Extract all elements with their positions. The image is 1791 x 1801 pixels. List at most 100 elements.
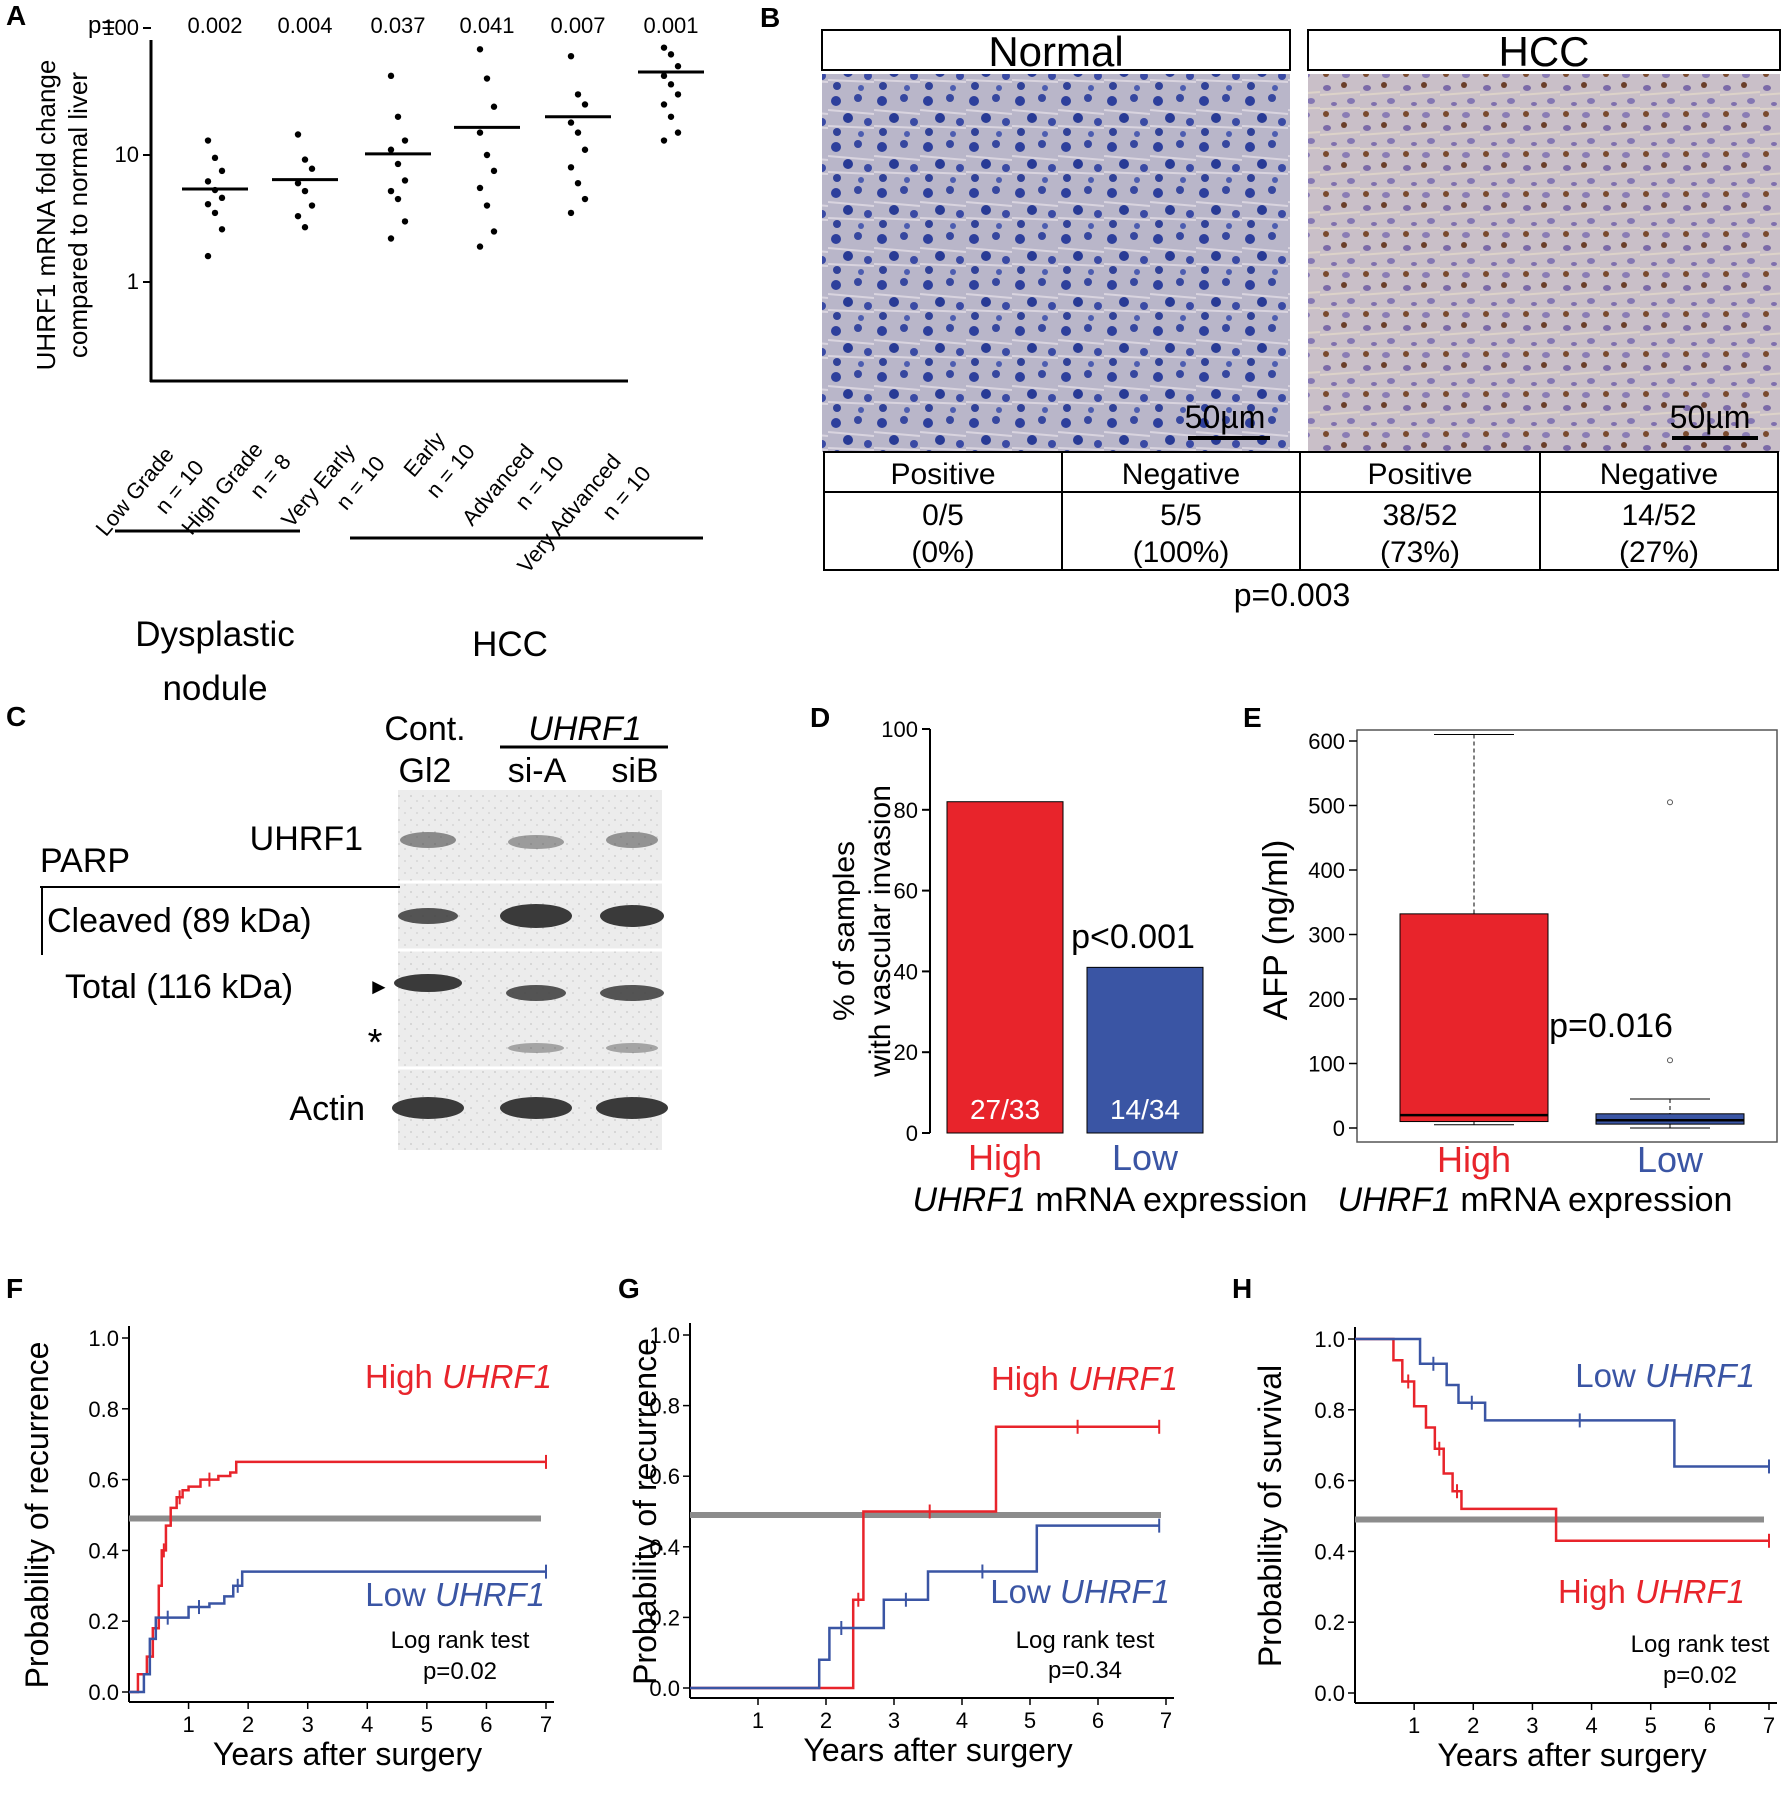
h-chart-xtick-label: 7 [1763, 1713, 1775, 1738]
panel-b-scale-hcc: 50µm [1670, 399, 1751, 435]
h-chart-ytick-label: 0.0 [1314, 1681, 1345, 1706]
panel-a-point [574, 179, 582, 187]
panel-a-point [294, 212, 302, 220]
panel-c-col1-line2: Gl2 [399, 752, 452, 790]
panel-a-pvalue: 0.007 [550, 13, 605, 38]
panel-g-test: Log rank test [1016, 1627, 1155, 1654]
panel-g-high-text: High [991, 1360, 1068, 1397]
panel-b: B Normal HCC 50µm 50µm Positive 0/5 (0%) Ne… [760, 2, 1781, 613]
h-chart-xtick-label: 2 [1467, 1713, 1479, 1738]
panel-b-normal-title-box [821, 29, 1291, 71]
panel-h-low-label: Low UHRF1 [1575, 1357, 1755, 1394]
panel-e-ytick-label: 0 [1333, 1116, 1345, 1141]
band-cleaved-1 [398, 908, 458, 924]
panel-a-point [204, 252, 212, 260]
panel-a-point [401, 177, 409, 184]
f-chart-ytick-label: 0.8 [88, 1397, 119, 1422]
h-chart-xtick-label: 5 [1645, 1713, 1657, 1738]
panel-d-xlabel-rest: mRNA expression [1026, 1181, 1308, 1219]
panel-a-point [574, 129, 582, 136]
panel-b-table-count: 38/52 [1382, 499, 1457, 532]
panel-a-point [387, 146, 395, 153]
panel-b-letter: B [760, 2, 780, 33]
f-chart-xtick-label: 1 [182, 1712, 194, 1737]
panel-a-point [294, 179, 302, 187]
panel-e-ytick-label: 600 [1308, 729, 1345, 754]
panel-a-pvalue: 0.002 [187, 13, 242, 38]
h-chart-ytick-label: 0.2 [1314, 1610, 1345, 1635]
panel-d-ytick-label: 0 [906, 1121, 918, 1146]
panel-a-points [182, 44, 704, 260]
panel-b-table-count: 14/52 [1621, 499, 1696, 532]
panel-b-hcc-title-box [1307, 29, 1781, 71]
panel-d-ytick-label: 60 [894, 879, 918, 904]
h-chart-ylabel: Probability of survival [1252, 1365, 1288, 1667]
panel-a-point [667, 113, 675, 120]
panel-b-table-head: Negative [1600, 458, 1718, 491]
panel-g-chart: 0.0 0.2 0.4 0.6 0.8 1.0 1 2 3 4 5 6 7 Years after sur… [627, 1323, 1174, 1768]
g-chart-series-high [690, 1425, 1160, 1690]
panel-a-point [211, 154, 219, 162]
panel-h-pvalue: p=0.02 [1663, 1662, 1737, 1689]
panel-a-point [476, 243, 484, 250]
panel-e-box [1595, 1113, 1745, 1125]
panel-g-low-italic: UHRF1 [1060, 1573, 1170, 1610]
panel-a-point [667, 51, 675, 58]
panel-a-point [476, 129, 484, 136]
f-chart-ytick-label: 1.0 [88, 1326, 119, 1351]
h-chart-ytick-label: 0.6 [1314, 1469, 1345, 1494]
panel-f-high-italic: UHRF1 [442, 1358, 552, 1395]
panel-f-high-label: High UHRF1 [365, 1358, 552, 1395]
panel-e-ytick-label: 500 [1308, 794, 1345, 819]
panel-a-point [660, 137, 668, 144]
g-chart-ytick-label: 0.4 [649, 1535, 680, 1560]
panel-h-low-text: Low [1575, 1357, 1645, 1394]
panel-c-parp: PARP [40, 842, 130, 880]
panel-e-frame [1356, 729, 1778, 1143]
panel-e-xlabel-italic: UHRF1 [1338, 1181, 1451, 1219]
panel-c: C Cont. Gl2 UHRF1 si-A siB UHRF1 PARP [6, 701, 668, 1150]
panel-b-table-head: Negative [1122, 458, 1240, 491]
panel-a-point [394, 160, 402, 168]
panel-b-normal-image [822, 74, 1290, 452]
panel-h-high-italic: UHRF1 [1635, 1573, 1745, 1610]
panel-a-point [660, 44, 668, 51]
h-chart-xtick-label: 1 [1408, 1713, 1420, 1738]
panel-d-category: Low [1112, 1137, 1179, 1178]
panel-a-pvalue: 0.001 [643, 13, 698, 38]
band-cleaved-2 [500, 904, 572, 928]
panel-a-letter: A [6, 0, 26, 31]
panel-g-high-italic: UHRF1 [1068, 1360, 1178, 1397]
panel-d-bar-label: 14/34 [1110, 1094, 1180, 1125]
g-chart-ylabel: Probability of recurrence [627, 1338, 663, 1685]
panel-a-point [401, 137, 409, 144]
h-chart-xtick-label: 3 [1526, 1713, 1538, 1738]
panel-a-ylabel-line2: compared to normal liver [63, 72, 93, 358]
panel-a-point [301, 187, 309, 195]
panel-a-point [674, 129, 682, 136]
panel-b-table-head: Positive [890, 458, 995, 491]
panel-d: D 0 20 40 60 80 100 % of samples with vascular … [810, 702, 1307, 1219]
f-chart-ytick-label: 0.4 [88, 1538, 119, 1563]
g-chart-ytick-label: 0.6 [649, 1464, 680, 1489]
panel-b-table-count: 0/5 [922, 499, 964, 532]
panel-e-ytick-label: 200 [1308, 987, 1345, 1012]
g-chart-xtick-label: 7 [1160, 1708, 1172, 1733]
g-chart-xtick-label: 1 [752, 1708, 764, 1733]
panel-a-point [483, 75, 491, 82]
panel-e-ytick-label: 100 [1308, 1052, 1345, 1077]
panel-c-uhrf1-header: UHRF1 [528, 710, 641, 748]
panel-e-box [1399, 913, 1549, 1123]
panel-d-pvalue: p<0.001 [1071, 918, 1195, 956]
f-chart-xtick-label: 7 [540, 1712, 552, 1737]
panel-a-ylabel-line1: UHRF1 mRNA fold change [31, 60, 61, 371]
panel-a-point [401, 218, 409, 225]
panel-c-blot [398, 790, 662, 1150]
panel-a-point [476, 184, 484, 192]
panel-a-point [490, 103, 498, 110]
panel-a-point [667, 81, 675, 88]
band-cleaved-star-2 [508, 1043, 564, 1053]
panel-a-point [567, 52, 575, 60]
panel-b-normal-title: Normal [988, 28, 1123, 75]
